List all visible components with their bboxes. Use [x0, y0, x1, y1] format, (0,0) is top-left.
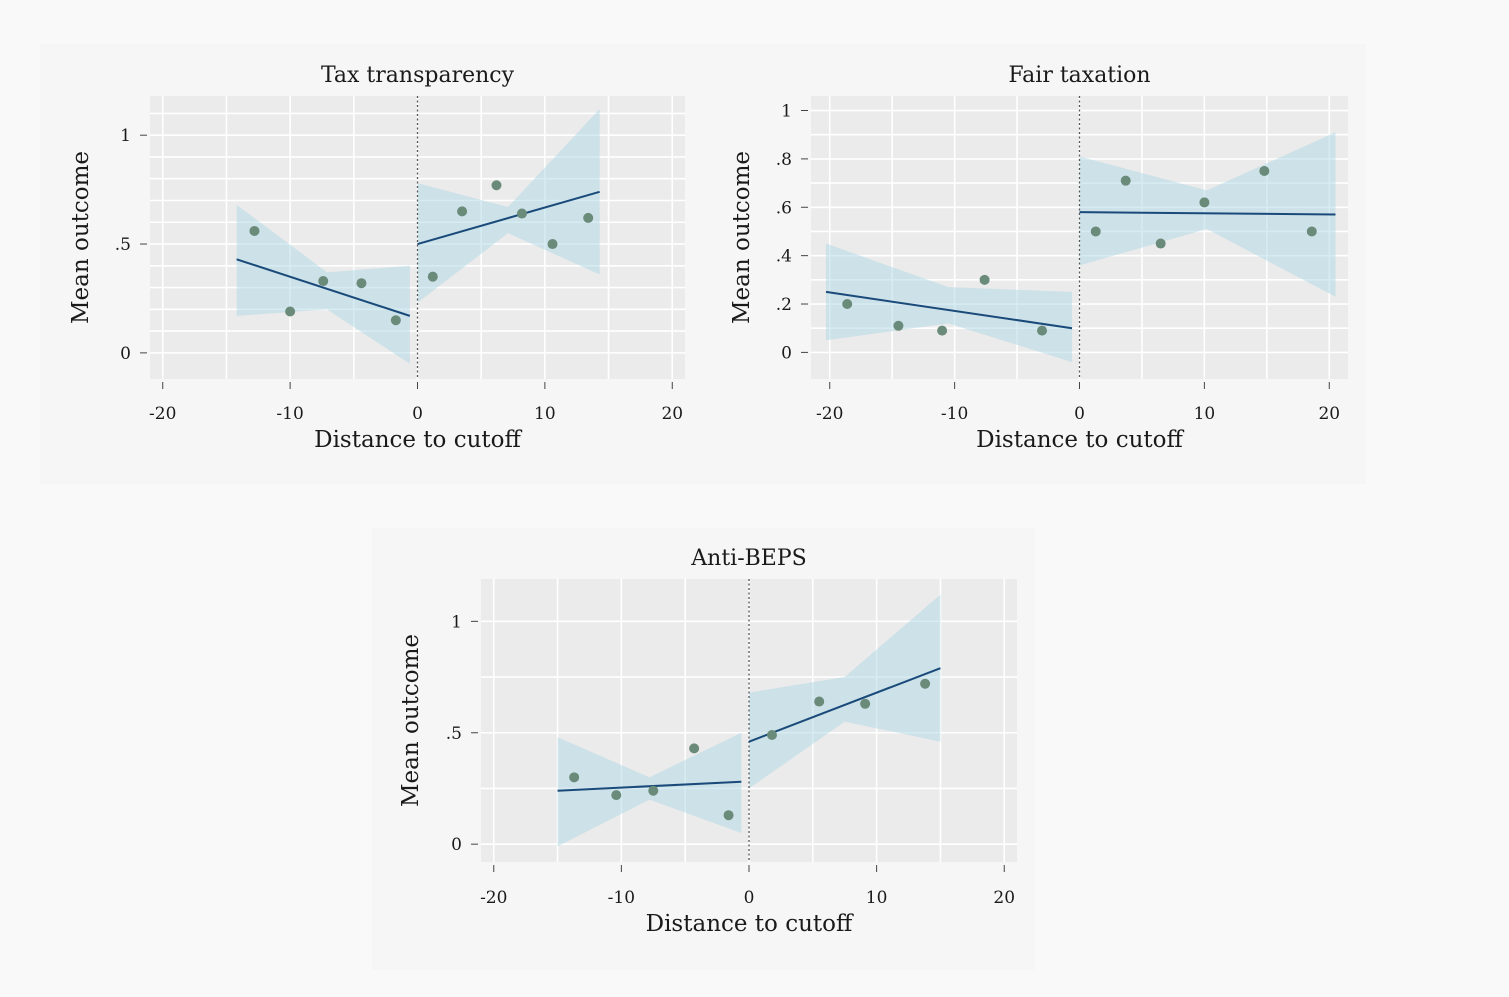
data-point — [842, 299, 853, 310]
data-point — [814, 696, 825, 707]
fit-line — [557, 780, 742, 792]
x-axis-label: Distance to cutoff — [646, 911, 854, 937]
confidence-band — [749, 594, 941, 789]
data-point — [937, 325, 948, 336]
data-point — [491, 180, 502, 191]
data-point — [860, 698, 871, 709]
fit-line — [236, 258, 411, 317]
confidence-band — [1079, 132, 1336, 297]
data-point — [427, 271, 438, 282]
data-point — [285, 306, 296, 317]
x-tick-label: -20 — [480, 888, 507, 908]
data-point — [583, 212, 594, 223]
data-point — [1199, 197, 1210, 208]
chart-tax-transparency: 0 .5 1 -20 -10 0 10 20 Tax transparency Distance … — [68, 63, 685, 453]
x-tick-label: 10 — [866, 888, 888, 908]
y-axis-label: Mean outcome — [398, 634, 424, 807]
data-point — [1037, 325, 1048, 336]
data-point — [689, 743, 700, 754]
y-tick-label: 1 — [451, 612, 462, 632]
y-tick-label: 1 — [781, 102, 792, 122]
chart-title: Anti-BEPS — [690, 546, 806, 571]
data-point — [1259, 165, 1270, 176]
chart-fair-taxation: 0 .2 .4 .6 .8 1 -20 -10 0 10 20 Fair taxation Distan… — [729, 63, 1348, 453]
data-point — [390, 315, 401, 326]
data-point — [611, 790, 622, 801]
fit-line — [1079, 211, 1336, 216]
data-point — [547, 239, 558, 250]
data-point — [1090, 226, 1101, 237]
x-axis-label: Distance to cutoff — [976, 427, 1184, 453]
y-tick-label: 0 — [781, 343, 792, 363]
y-tick-label: .4 — [776, 247, 792, 267]
x-tick-label: -10 — [276, 404, 303, 424]
fit-line — [748, 667, 941, 743]
data-point — [457, 206, 468, 217]
data-point — [1306, 226, 1317, 237]
y-tick-label: 0 — [120, 344, 131, 364]
y-axis-label: Mean outcome — [68, 151, 94, 324]
chart-title: Tax transparency — [321, 63, 515, 88]
y-tick-label: .5 — [446, 724, 462, 744]
data-point — [920, 678, 931, 689]
fit-line — [417, 190, 600, 245]
y-tick-label: .2 — [776, 295, 792, 315]
y-tick-label: .5 — [115, 235, 131, 255]
data-point — [516, 208, 527, 219]
x-tick-label: 0 — [744, 888, 755, 908]
x-tick-label: 0 — [1074, 404, 1085, 424]
x-tick-label: 20 — [1318, 404, 1340, 424]
data-point — [979, 274, 990, 285]
data-point — [893, 320, 904, 331]
x-tick-label: 0 — [412, 404, 423, 424]
x-tick-label: -20 — [816, 404, 843, 424]
confidence-band — [417, 109, 600, 303]
data-point — [1155, 238, 1166, 249]
data-point — [318, 276, 329, 287]
y-axis-label: Mean outcome — [729, 151, 755, 324]
chart-title: Fair taxation — [1008, 63, 1150, 88]
x-tick-label: 10 — [1194, 404, 1216, 424]
data-point — [648, 785, 659, 796]
y-tick-label: 0 — [451, 835, 462, 855]
data-point — [569, 772, 580, 783]
data-point — [249, 225, 260, 236]
data-point — [356, 278, 367, 289]
y-tick-label: .8 — [776, 150, 792, 170]
x-tick-label: -20 — [149, 404, 176, 424]
chart-anti-beps: 0 .5 1 -20 -10 0 10 20 Anti-BEPS Distance to cuto… — [398, 546, 1017, 937]
y-tick-label: .6 — [776, 198, 792, 218]
x-tick-label: 10 — [534, 404, 556, 424]
y-tick-label: 1 — [120, 126, 131, 146]
data-point — [723, 810, 734, 821]
x-tick-label: -10 — [608, 888, 635, 908]
data-point — [766, 729, 777, 740]
confidence-band — [825, 243, 1073, 363]
x-axis-label: Distance to cutoff — [314, 427, 522, 453]
x-tick-label: -10 — [941, 404, 968, 424]
x-tick-label: 20 — [661, 404, 683, 424]
x-tick-label: 20 — [993, 888, 1015, 908]
data-point — [1120, 175, 1131, 186]
fit-line — [825, 290, 1073, 330]
